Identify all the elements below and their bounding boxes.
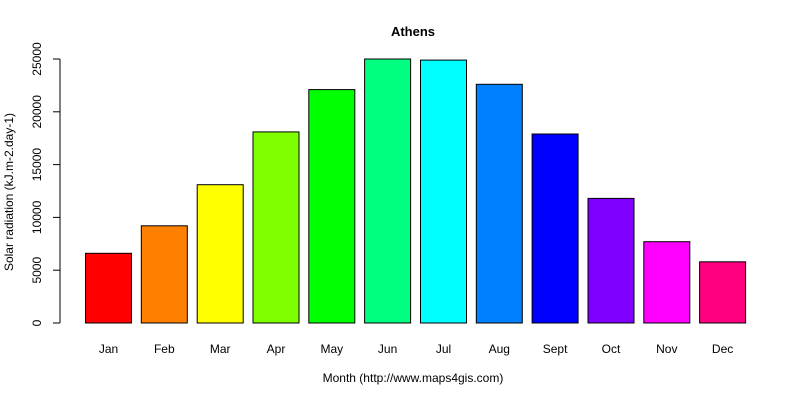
x-tick-label: Feb — [154, 342, 175, 356]
y-axis: 0 5000 10000 15000 20000 25000 — [30, 42, 61, 326]
x-tick-label: Mar — [210, 342, 231, 356]
bar-jun — [364, 58, 412, 324]
bar-oct — [587, 197, 635, 324]
y-tick-label: 10000 — [30, 200, 44, 234]
x-tick-label: Jul — [436, 342, 451, 356]
bar-nov — [643, 241, 691, 324]
bar-jan — [85, 252, 132, 324]
x-tick-label: Aug — [489, 342, 510, 356]
x-tick-label: Jun — [378, 342, 397, 356]
y-tick-label: 0 — [30, 319, 44, 326]
y-tick-label: 15000 — [30, 148, 44, 182]
bar-dec — [699, 261, 747, 324]
bar-aug — [475, 83, 523, 324]
bar-feb — [140, 225, 188, 324]
bar-apr — [252, 131, 300, 324]
y-tick-label: 20000 — [30, 95, 44, 129]
x-tick-label: Jan — [99, 342, 118, 356]
x-tick-label: May — [320, 342, 343, 356]
y-axis-label: Solar radiation (kJ.m-2.day-1) — [2, 113, 16, 271]
x-tick-label: Nov — [656, 342, 677, 356]
y-tick-label: 25000 — [30, 42, 44, 76]
x-axis-label: Month (http://www.maps4gis.com) — [323, 371, 504, 385]
x-tick-label: Dec — [712, 342, 733, 356]
bar-mar — [196, 184, 244, 324]
x-tick-labels: Jan Feb Mar Apr May Jun Jul Aug Sept Oct Nov Dec — [99, 342, 733, 356]
y-tick-label: 5000 — [30, 257, 44, 284]
bar-jul — [420, 59, 467, 324]
bar-sept — [531, 133, 579, 324]
bar-may — [308, 89, 356, 324]
chart-title: Athens — [391, 24, 435, 39]
x-tick-label: Sept — [543, 342, 568, 356]
bars — [85, 58, 747, 324]
x-tick-label: Apr — [267, 342, 286, 356]
x-tick-label: Oct — [602, 342, 621, 356]
